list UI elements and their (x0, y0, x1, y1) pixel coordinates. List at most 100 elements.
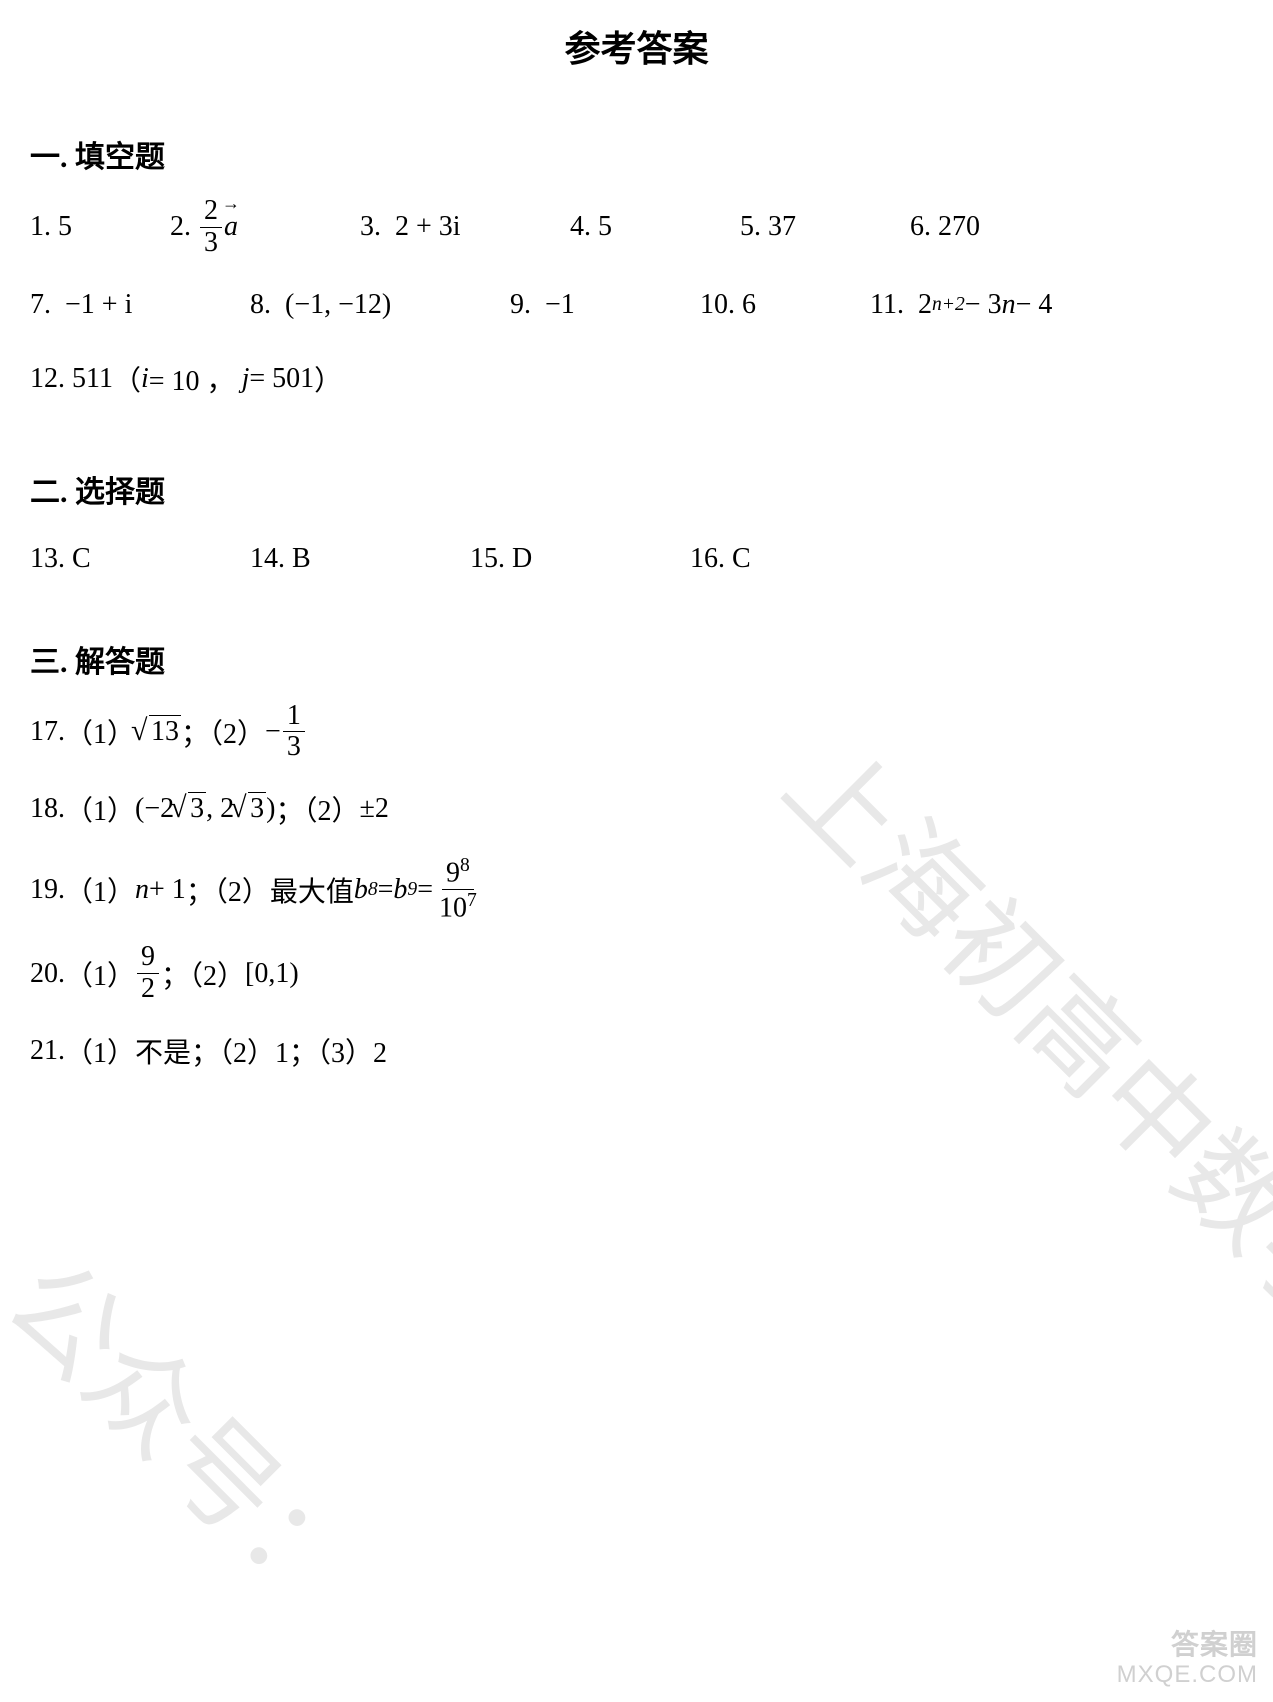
q18-sqrt2-val: 3 (248, 792, 266, 824)
row-q1-q6: 1. 5 2. 2 3 a 3. 2 + 3i 4. 5 5. 37 6. 27… (30, 196, 1243, 259)
q20-p1: （1） (65, 954, 135, 994)
q6-ans: 270 (938, 211, 980, 243)
q16-num: 16. (690, 543, 725, 575)
page-content: 参考答案 一. 填空题 1. 5 2. 2 3 a 3. 2 + 3i 4. 5… (30, 20, 1243, 1079)
q17-p1: （1） (65, 712, 135, 752)
q12-paren-close: ） (314, 359, 342, 399)
q12-eq2: = 501 (249, 363, 314, 395)
q19-frac-den-base: 10 (439, 893, 467, 924)
q4-num: 4. (570, 211, 591, 243)
q11-exp: n+2 (932, 294, 965, 316)
row-q7-q11: 7. −1 + i 8. (−1, −12) 9. −1 10. 6 11. 2… (30, 277, 1243, 333)
page-title: 参考答案 (30, 20, 1243, 72)
q19-frac-num-exp: 8 (460, 855, 470, 876)
q17-fraction: 1 3 (283, 701, 305, 764)
q18-open: (−2 (135, 793, 174, 825)
q19-n: n (135, 874, 149, 906)
q5-ans: 37 (768, 211, 796, 243)
q14-num: 14. (250, 543, 285, 575)
q1: 1. 5 (30, 211, 170, 243)
q19-frac-den: 107 (435, 890, 481, 924)
q21-num: 21. (30, 1035, 65, 1067)
q10-ans: 6 (742, 289, 756, 321)
q12-num: 12. (30, 363, 65, 395)
q17-sqrt: 13 (135, 716, 181, 748)
q18-close: ) (266, 793, 275, 825)
q20-num: 20. (30, 958, 65, 990)
row-q12: 12. 511 （i = 10 ， j = 501） (30, 351, 1243, 407)
watermark-corner-line1: 答案圈 (1117, 1628, 1258, 1662)
q15: 15. D (470, 543, 690, 575)
q19-b8-b: b (354, 874, 368, 906)
q18-ans2: ±2 (359, 793, 388, 825)
watermark-diagonal-2: 公众号： (0, 1218, 402, 1642)
q18-num: 18. (30, 793, 65, 825)
q4-ans: 5 (598, 211, 612, 243)
section3-header: 三. 解答题 (30, 637, 1243, 681)
q9-num: 9. (510, 289, 531, 321)
q12-j: j (242, 363, 250, 395)
q2-vector: a (224, 211, 238, 243)
q8-ans: (−1, −12) (285, 289, 391, 321)
q19-b9-sub: 9 (407, 879, 417, 901)
q11-tail: − 4 (1016, 289, 1053, 321)
q1-num: 1. (30, 211, 51, 243)
q18-sqrt2: 3 (234, 793, 266, 825)
q2-frac-num: 2 (200, 196, 222, 228)
q20: 20. （1） 9 2 ；（2） [0,1) (30, 942, 1243, 1005)
row-q13-q16: 13. C 14. B 15. D 16. C (30, 531, 1243, 587)
q19-fraction: 98 107 (435, 855, 481, 924)
q7-ans: −1 + i (65, 289, 132, 321)
q4: 4. 5 (570, 211, 740, 243)
q19-plus1: + 1 (149, 874, 186, 906)
q6: 6. 270 (910, 211, 980, 243)
q2: 2. 2 3 a (170, 196, 360, 259)
q21-ans: （1）不是；（2）1；（3）2 (65, 1031, 387, 1071)
q20-sep: ；（2） (161, 954, 245, 994)
q11-rest: − 3 (965, 289, 1002, 321)
q11: 11. 2n+2 − 3n − 4 (870, 289, 1052, 321)
q2-frac-den: 3 (200, 228, 222, 259)
q9-ans: −1 (545, 289, 575, 321)
q19-sep: ；（2）最大值 (186, 870, 354, 910)
q8-num: 8. (250, 289, 271, 321)
watermark-corner-line2: MXQE.COM (1117, 1661, 1258, 1690)
q12-ans: 511 (72, 363, 113, 395)
q19-b9-b: b (393, 874, 407, 906)
q19-p1: （1） (65, 870, 135, 910)
q12-paren-open: （ (113, 359, 141, 399)
q19-b8-sub: 8 (368, 879, 378, 901)
q13-num: 13. (30, 543, 65, 575)
q17-num: 17. (30, 716, 65, 748)
q8: 8. (−1, −12) (250, 289, 510, 321)
q20-ans2: [0,1) (245, 958, 299, 990)
q1-ans: 5 (58, 211, 72, 243)
q14-ans: B (292, 543, 311, 575)
q19-frac-den-exp: 7 (467, 890, 477, 911)
q12-i: i (141, 363, 149, 395)
q2-fraction: 2 3 (200, 196, 222, 259)
q16: 16. C (690, 543, 751, 575)
q17-neg: − (265, 716, 281, 748)
q11-n: n (1002, 289, 1016, 321)
q13-ans: C (72, 543, 91, 575)
q7: 7. −1 + i (30, 289, 250, 321)
q2-num: 2. (170, 211, 191, 243)
q19-frac-num-base: 9 (446, 858, 460, 889)
q17: 17. （1） 13 ；（2） − 1 3 (30, 701, 1243, 764)
section2-header: 二. 选择题 (30, 467, 1243, 511)
q12-eq1: = 10 ， (149, 359, 235, 399)
watermark-corner: 答案圈 MXQE.COM (1117, 1628, 1258, 1690)
q5-num: 5. (740, 211, 761, 243)
q20-frac-den: 2 (137, 974, 159, 1005)
q14: 14. B (250, 543, 470, 575)
q11-num: 11. (870, 289, 904, 321)
q16-ans: C (732, 543, 751, 575)
q18-sqrt1: 3 (174, 793, 206, 825)
q15-num: 15. (470, 543, 505, 575)
q18-sep: ；（2） (275, 789, 359, 829)
q7-num: 7. (30, 289, 51, 321)
q18-sqrt1-val: 3 (188, 792, 206, 824)
q19-frac-num: 98 (442, 855, 474, 890)
q17-frac-num: 1 (283, 701, 305, 733)
